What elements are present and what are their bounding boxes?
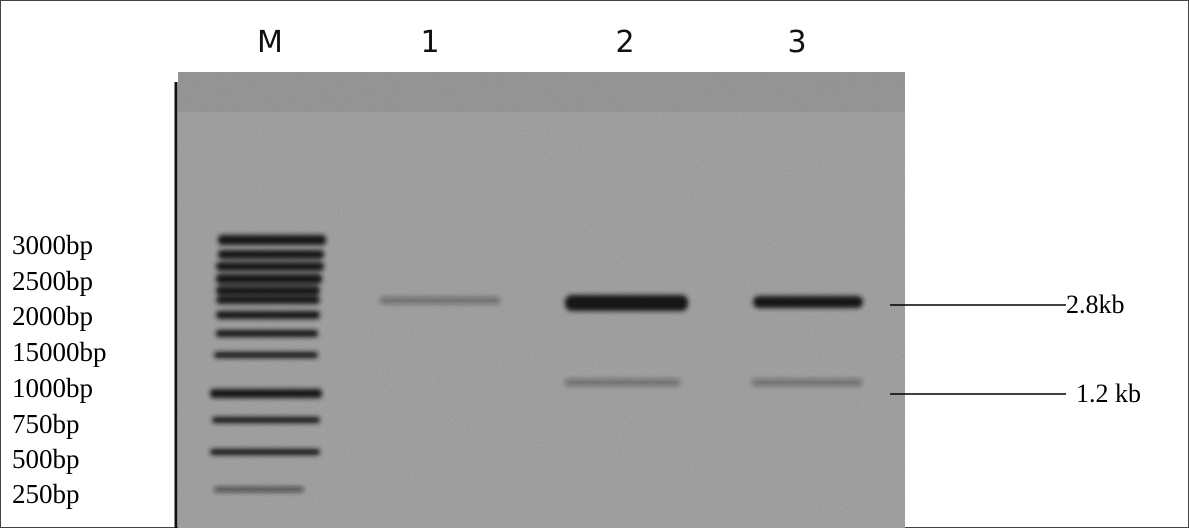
annotation: 1.2 kb — [1076, 379, 1141, 408]
annotation: 2.8kb — [1066, 290, 1125, 319]
lane-label: 3 — [787, 25, 806, 60]
lane-label: 2 — [615, 25, 634, 60]
lane-label: M — [257, 25, 283, 60]
marker-label: 750bp — [12, 409, 80, 439]
gel — [174, 72, 905, 528]
marker-label: 2000bp — [12, 301, 93, 331]
marker-label: 2500bp — [12, 266, 93, 296]
lane-label: 1 — [420, 25, 439, 60]
marker-label: 500bp — [12, 444, 80, 474]
marker-label: 3000bp — [12, 230, 93, 260]
marker-label: 250bp — [12, 479, 80, 509]
marker-label: 1000bp — [12, 373, 93, 403]
marker-label: 15000bp — [12, 337, 107, 367]
